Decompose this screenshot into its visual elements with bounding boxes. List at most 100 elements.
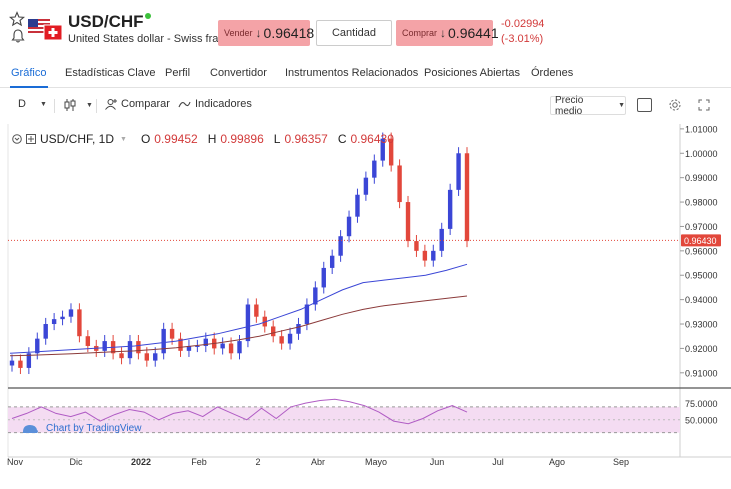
compare-button[interactable]: Comparar [104, 98, 170, 110]
indicators-button[interactable]: Indicadores [178, 98, 252, 110]
interval-value: D [18, 98, 26, 110]
moving-average-slow-line [9, 295, 468, 357]
chart-canvas[interactable]: 1.01000 1.00000 0.99000 0.98000 0.97000 0.960… [0, 124, 731, 474]
tab-grafico[interactable]: Gráfico [11, 67, 47, 79]
rsi-tick-label: 75.0000 [685, 399, 718, 409]
candle-body [329, 255, 335, 268]
tab-instrumentos-relacionados[interactable]: Instrumentos Relacionados [285, 67, 419, 79]
layout-toggle-button[interactable] [637, 98, 652, 112]
y-tick-label: 0.99000 [685, 173, 718, 183]
candle-body [372, 160, 377, 178]
chevron-down-icon: ▼ [86, 101, 93, 109]
tab-ordenes[interactable]: Órdenes [531, 67, 574, 79]
tab-convertidor[interactable]: Convertidor [210, 67, 267, 79]
candle-body [338, 236, 343, 256]
chevron-down-icon: ▼ [39, 100, 47, 108]
x-tick-label: Jul [492, 457, 504, 467]
candle-body [119, 353, 124, 359]
candle-body [363, 177, 369, 195]
low-label: L [273, 132, 281, 146]
quantity-input[interactable]: Cantidad [316, 20, 392, 46]
add-symbol-icon[interactable] [26, 134, 36, 144]
candle-body [456, 153, 461, 190]
interval-selector[interactable]: D ▼ [18, 98, 47, 110]
candle-body [228, 343, 234, 354]
candle-body [136, 341, 141, 354]
x-tick-label: 2 [255, 457, 260, 467]
x-tick-label: Jun [430, 457, 445, 467]
star-icon[interactable] [9, 11, 25, 27]
candle-body [287, 333, 293, 344]
y-tick-label: 0.97000 [685, 222, 718, 232]
sell-label: Vender [224, 28, 253, 38]
y-tick-label: 0.94000 [685, 295, 718, 305]
tab-posiciones-abiertas[interactable]: Posiciones Abiertas [424, 67, 520, 79]
price-type-select[interactable]: Precio medio ▼ [550, 94, 626, 117]
candle-body [153, 353, 158, 361]
candle-body [279, 336, 284, 344]
compare-icon [105, 99, 117, 110]
instrument-description: United States dollar - Swiss franc [68, 33, 231, 45]
x-tick-label: Nov [7, 457, 24, 467]
down-arrow-icon: ↓ [255, 26, 262, 40]
candle-body [254, 304, 259, 317]
y-tick-label: 0.93000 [685, 320, 718, 330]
tab-estadisticas-clave[interactable]: Estadísticas Clave [65, 67, 156, 79]
bell-icon[interactable] [10, 28, 26, 44]
price-change: -0.02994 (-3.01%) [501, 17, 544, 47]
active-tab-indicator [10, 86, 48, 88]
price-type-value: Precio medio [555, 94, 584, 117]
candle-body [18, 360, 23, 368]
legend-title: USD/CHF, 1D [40, 132, 115, 146]
instrument-symbol: USD/CHF [68, 12, 144, 31]
tab-perfil[interactable]: Perfil [165, 67, 191, 79]
swiss-flag-icon [43, 24, 63, 41]
settings-icon[interactable] [668, 98, 682, 112]
chart-toolbar: D ▼ ▼ Comparar Indicadores Precio medio … [0, 93, 731, 119]
candle-body [60, 316, 65, 320]
open-label: O [140, 132, 151, 146]
x-tick-label: Ago [549, 457, 565, 467]
close-label: C [337, 132, 347, 146]
price-change-percent: (-3.01%) [501, 33, 544, 45]
market-status-dot [145, 13, 151, 19]
candle-body [313, 287, 318, 305]
candle-body [127, 341, 133, 359]
rsi-line [11, 398, 468, 425]
x-tick-label: Feb [191, 457, 207, 467]
x-tick-label: Dic [70, 457, 83, 467]
candle-body [245, 304, 251, 342]
high-value: 0.99896 [220, 132, 264, 146]
candle-body [271, 326, 276, 337]
x-tick-label: Sep [613, 457, 629, 467]
candle-body [422, 250, 428, 261]
sell-button[interactable]: Vender ↓ 0.96418 [218, 20, 314, 46]
tradingview-watermark[interactable]: Chart by TradingView [20, 421, 141, 435]
tradingview-logo-icon [22, 425, 38, 433]
last-price-label: 0.96430 [684, 236, 717, 246]
buy-button[interactable]: Comprar ↓ 0.96441 [396, 20, 499, 46]
candle-body [346, 216, 352, 237]
x-tick-label: Abr [311, 457, 325, 467]
candle-body [397, 165, 402, 203]
chart-type-selector[interactable]: ▼ [64, 98, 93, 112]
x-tick-label: Mayo [365, 457, 387, 467]
sell-price: 0.96418 [263, 25, 315, 41]
candle-body [414, 241, 419, 251]
candle-body [68, 309, 74, 317]
fullscreen-icon[interactable] [698, 99, 710, 111]
candle-body [447, 189, 453, 229]
price-change-absolute: -0.02994 [501, 18, 545, 30]
candle-body [161, 328, 166, 354]
candle-body [51, 319, 57, 325]
candle-body [304, 304, 310, 325]
buy-price: 0.96441 [448, 25, 499, 41]
candle-body [380, 138, 385, 161]
instrument-tabs: Gráfico Estadísticas Clave Perfil Conver… [0, 62, 731, 88]
collapse-legend-icon[interactable] [12, 134, 22, 144]
buy-label: Comprar [402, 28, 438, 38]
candle-body [405, 202, 411, 242]
price-chart[interactable]: 1.01000 1.00000 0.99000 0.98000 0.97000 0.960… [0, 124, 731, 474]
candle-body [26, 353, 32, 368]
high-label: H [207, 132, 217, 146]
